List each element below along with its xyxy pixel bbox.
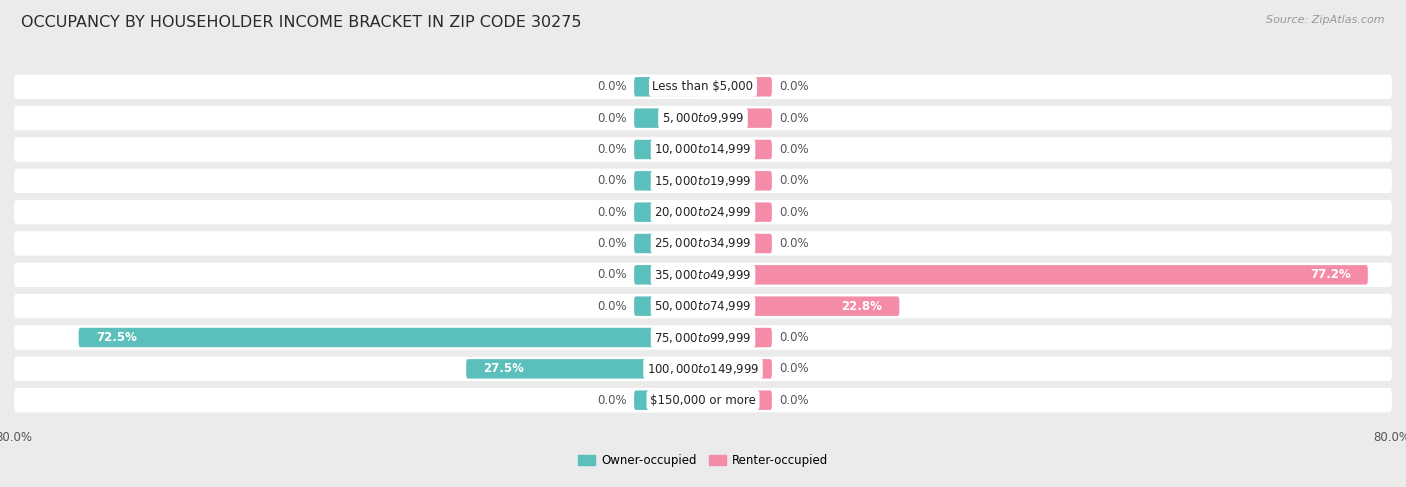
FancyBboxPatch shape — [14, 75, 1392, 99]
FancyBboxPatch shape — [703, 109, 772, 128]
FancyBboxPatch shape — [634, 297, 703, 316]
FancyBboxPatch shape — [634, 203, 703, 222]
Text: 0.0%: 0.0% — [779, 143, 808, 156]
Text: $100,000 to $149,999: $100,000 to $149,999 — [647, 362, 759, 376]
FancyBboxPatch shape — [703, 328, 772, 347]
Text: $35,000 to $49,999: $35,000 to $49,999 — [654, 268, 752, 282]
Text: 22.8%: 22.8% — [841, 300, 882, 313]
Text: 0.0%: 0.0% — [779, 206, 808, 219]
Text: 0.0%: 0.0% — [779, 362, 808, 375]
FancyBboxPatch shape — [703, 77, 772, 96]
Text: 72.5%: 72.5% — [96, 331, 136, 344]
Text: 0.0%: 0.0% — [598, 237, 627, 250]
Text: 27.5%: 27.5% — [484, 362, 524, 375]
Text: 0.0%: 0.0% — [598, 112, 627, 125]
Text: $150,000 or more: $150,000 or more — [650, 393, 756, 407]
FancyBboxPatch shape — [703, 297, 900, 316]
FancyBboxPatch shape — [14, 356, 1392, 381]
FancyBboxPatch shape — [14, 262, 1392, 287]
Text: 0.0%: 0.0% — [779, 237, 808, 250]
Text: $25,000 to $34,999: $25,000 to $34,999 — [654, 237, 752, 250]
Text: 0.0%: 0.0% — [598, 143, 627, 156]
Text: 0.0%: 0.0% — [598, 393, 627, 407]
FancyBboxPatch shape — [79, 328, 703, 347]
FancyBboxPatch shape — [703, 171, 772, 190]
Text: Source: ZipAtlas.com: Source: ZipAtlas.com — [1267, 15, 1385, 25]
Text: 0.0%: 0.0% — [779, 112, 808, 125]
FancyBboxPatch shape — [703, 203, 772, 222]
FancyBboxPatch shape — [703, 391, 772, 410]
Text: 0.0%: 0.0% — [598, 300, 627, 313]
FancyBboxPatch shape — [14, 325, 1392, 350]
Text: 0.0%: 0.0% — [779, 80, 808, 94]
FancyBboxPatch shape — [703, 359, 772, 378]
Text: $10,000 to $14,999: $10,000 to $14,999 — [654, 143, 752, 156]
FancyBboxPatch shape — [467, 359, 703, 378]
Text: 0.0%: 0.0% — [598, 174, 627, 187]
Text: $50,000 to $74,999: $50,000 to $74,999 — [654, 299, 752, 313]
FancyBboxPatch shape — [14, 137, 1392, 162]
Text: $75,000 to $99,999: $75,000 to $99,999 — [654, 331, 752, 344]
Text: 0.0%: 0.0% — [598, 206, 627, 219]
FancyBboxPatch shape — [634, 391, 703, 410]
Text: 77.2%: 77.2% — [1310, 268, 1351, 281]
FancyBboxPatch shape — [14, 294, 1392, 318]
Text: OCCUPANCY BY HOUSEHOLDER INCOME BRACKET IN ZIP CODE 30275: OCCUPANCY BY HOUSEHOLDER INCOME BRACKET … — [21, 15, 582, 30]
FancyBboxPatch shape — [634, 109, 703, 128]
Text: 0.0%: 0.0% — [779, 174, 808, 187]
FancyBboxPatch shape — [634, 265, 703, 284]
FancyBboxPatch shape — [634, 171, 703, 190]
FancyBboxPatch shape — [14, 169, 1392, 193]
FancyBboxPatch shape — [634, 77, 703, 96]
FancyBboxPatch shape — [634, 234, 703, 253]
FancyBboxPatch shape — [703, 140, 772, 159]
FancyBboxPatch shape — [634, 140, 703, 159]
Legend: Owner-occupied, Renter-occupied: Owner-occupied, Renter-occupied — [572, 450, 834, 472]
FancyBboxPatch shape — [14, 388, 1392, 412]
Text: $15,000 to $19,999: $15,000 to $19,999 — [654, 174, 752, 188]
Text: Less than $5,000: Less than $5,000 — [652, 80, 754, 94]
Text: 0.0%: 0.0% — [779, 393, 808, 407]
FancyBboxPatch shape — [14, 200, 1392, 225]
Text: 0.0%: 0.0% — [598, 268, 627, 281]
Text: $20,000 to $24,999: $20,000 to $24,999 — [654, 205, 752, 219]
Text: $5,000 to $9,999: $5,000 to $9,999 — [662, 111, 744, 125]
Text: 0.0%: 0.0% — [598, 80, 627, 94]
Text: 0.0%: 0.0% — [779, 331, 808, 344]
FancyBboxPatch shape — [14, 231, 1392, 256]
FancyBboxPatch shape — [703, 234, 772, 253]
FancyBboxPatch shape — [14, 106, 1392, 131]
FancyBboxPatch shape — [703, 265, 1368, 284]
